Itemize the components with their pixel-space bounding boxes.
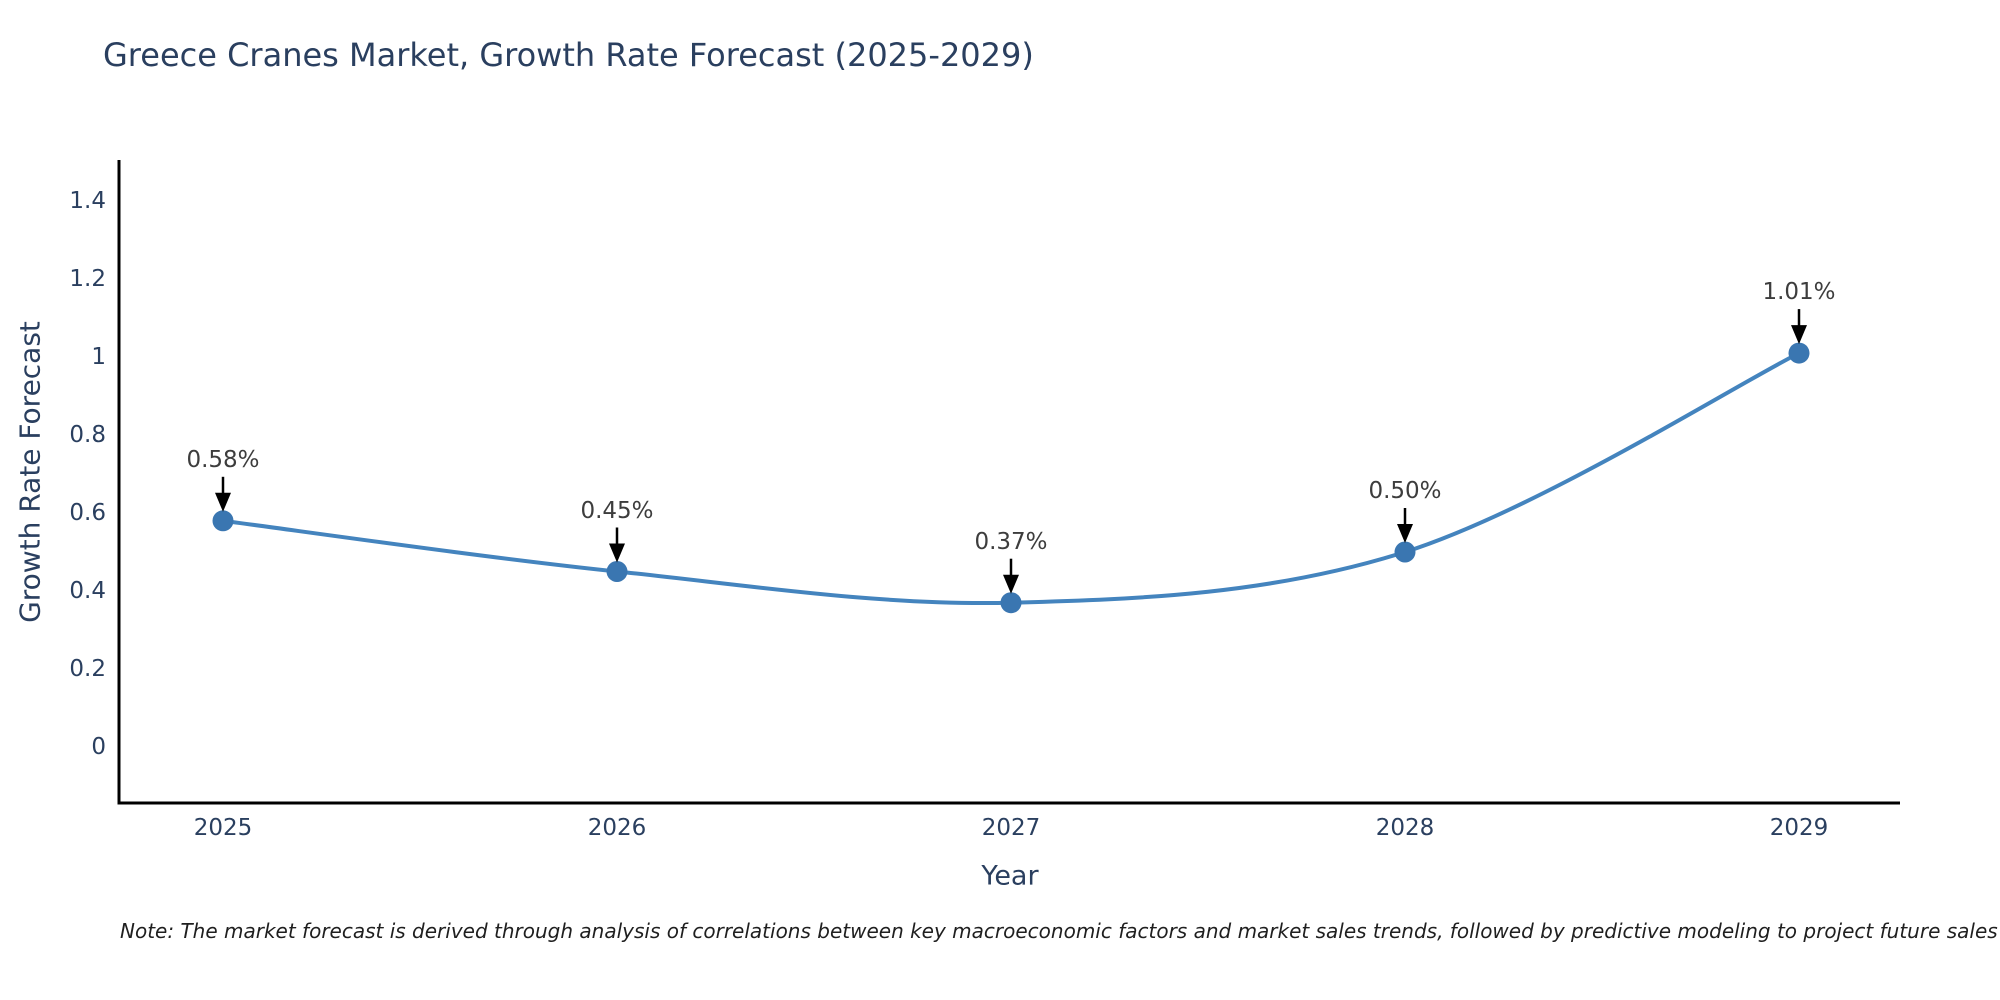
y-tick-label: 1.2 xyxy=(69,266,106,292)
y-tick-label: 0.4 xyxy=(69,578,106,604)
point-annotation: 0.50% xyxy=(1368,478,1442,504)
point-marker xyxy=(1394,541,1416,563)
point-annotation: 0.37% xyxy=(974,528,1048,555)
x-tick-label: 2026 xyxy=(587,815,647,841)
annotation-arrowhead xyxy=(609,543,625,563)
annotation-arrowhead xyxy=(1003,574,1019,594)
y-tick-label: 1.4 xyxy=(69,188,106,214)
annotation-arrowhead xyxy=(1397,524,1413,543)
point-marker xyxy=(606,561,628,582)
x-tick-label: 2028 xyxy=(1375,815,1435,841)
annotation-arrowhead xyxy=(215,492,231,512)
annotation-arrowhead xyxy=(1791,325,1807,345)
point-marker xyxy=(212,510,234,532)
y-tick-label: 0.2 xyxy=(69,656,106,682)
y-axis-title: Growth Rate Forecast xyxy=(13,321,47,623)
point-annotation: 0.45% xyxy=(580,497,654,524)
y-tick-label: 0.8 xyxy=(69,422,106,448)
x-tick-label: 2025 xyxy=(193,815,253,841)
x-tick-label: 2027 xyxy=(981,815,1041,841)
chart-title: Greece Cranes Market, Growth Rate Foreca… xyxy=(103,36,1034,74)
y-tick-label: 0.6 xyxy=(69,500,106,526)
x-tick-label: 2029 xyxy=(1769,815,1829,841)
point-annotation: 0.58% xyxy=(186,446,260,473)
point-marker xyxy=(1788,342,1810,364)
footnote: Note: The market forecast is derived thr… xyxy=(120,919,1998,943)
point-annotation: 1.01% xyxy=(1762,279,1836,306)
x-axis-title: Year xyxy=(981,860,1039,892)
point-marker xyxy=(1000,592,1022,614)
y-tick-label: 0 xyxy=(91,734,106,760)
y-tick-label: 1 xyxy=(91,344,106,370)
